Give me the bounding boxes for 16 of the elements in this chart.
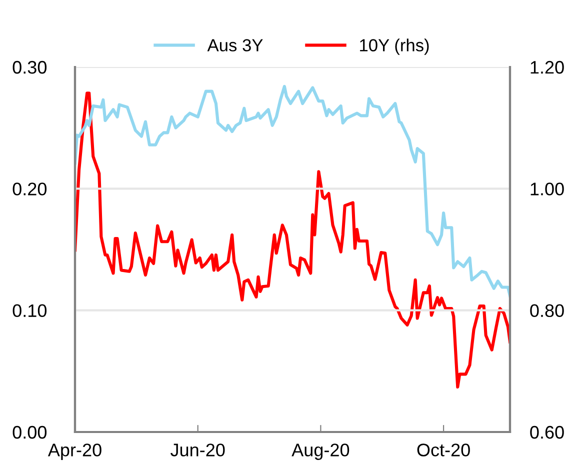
y-tick-label: 0.00 [12,426,47,439]
y-tick-label: 0.20 [12,182,47,196]
line-series [75,92,510,389]
x-tick-label: Oct-20 [417,444,470,456]
y-tick-label: 0.10 [12,304,47,318]
y2-tick-label: 0.60 [530,426,564,439]
y2-tick-label: 1.00 [530,182,564,196]
y2-tick-label: 0.80 [530,304,564,318]
y2-tick-label: 1.20 [530,60,564,74]
x-tick-label: Aug-20 [292,444,350,460]
legend-label: Aus 3Y [207,39,263,52]
legend-label: 10Y (rhs) [360,38,429,55]
x-tick-label: Apr-20 [48,444,102,460]
x-tick-label: Jun-20 [170,444,225,456]
line-series [75,84,510,298]
y-tick-label: 0.30 [12,60,47,74]
